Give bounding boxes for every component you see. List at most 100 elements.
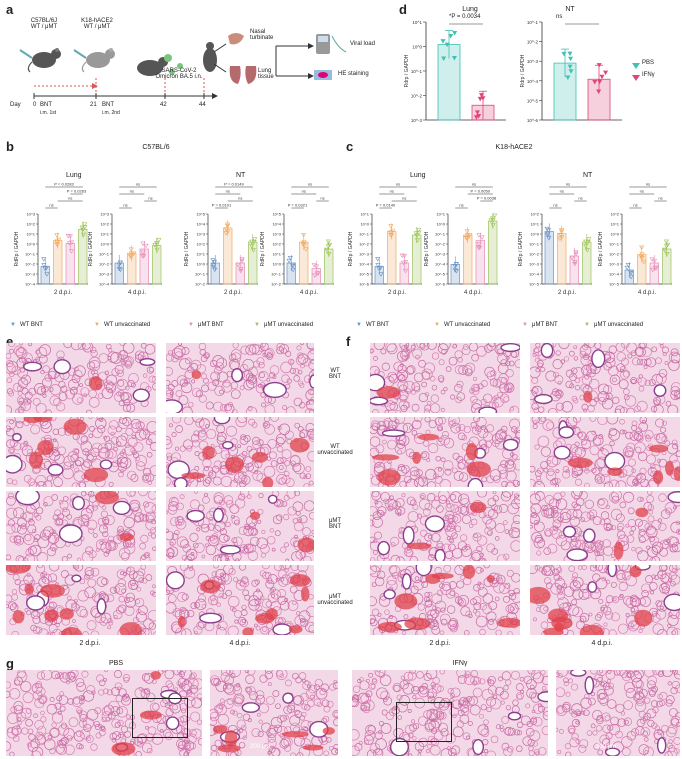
viral-load-label: Viral load (350, 41, 375, 47)
bc-tick-label: 10^2 (196, 242, 205, 247)
bc-point (464, 236, 470, 241)
bc-tick-label: 10^1 (360, 212, 369, 217)
bc-point (557, 233, 563, 238)
bc-tick-label: 10^-2 (99, 262, 110, 267)
lung-icon (229, 66, 257, 84)
bc-point (627, 269, 633, 275)
bc-tick-label: 10^-2 (359, 242, 370, 247)
bc-point (238, 269, 244, 274)
e-x-4dpi: 4 d.p.i. (229, 640, 251, 647)
histology-image (370, 491, 520, 561)
bc-point (545, 231, 551, 237)
he-label: HE staining (338, 71, 369, 77)
bc-tick-label: 10^1 (100, 232, 109, 237)
bc-bar (223, 227, 233, 285)
histology-image (166, 491, 314, 561)
mouse1-label: C57BL/6J WT / μMT (30, 18, 58, 30)
bc-sig-label: ns (123, 203, 127, 208)
bc-point (625, 263, 631, 268)
panel-label-b: b (6, 139, 14, 154)
bc-point (223, 231, 229, 236)
legend-pbs-label: PBS (642, 60, 655, 66)
bc-xlabel: 4 d.p.i. (128, 290, 146, 296)
bc-point (375, 263, 381, 268)
histology-texture (6, 343, 156, 413)
bc-point (638, 255, 644, 260)
histology-image (370, 417, 520, 487)
syringe-icon (73, 49, 87, 59)
d-point (441, 56, 447, 61)
bc-tick-label: 10^5 (272, 212, 281, 217)
mouse-icon (27, 48, 61, 73)
bc-tick-label: 10^-4 (359, 262, 370, 267)
panel-label-f: f (346, 334, 351, 349)
d-point (452, 31, 458, 36)
bc-point (488, 218, 494, 223)
bc-point (154, 242, 160, 247)
legend-wt-unvac-icon: ▼ (94, 322, 100, 328)
d-tick-label: 10^-3 (527, 59, 539, 64)
histology-image (530, 417, 680, 487)
bc-point (663, 239, 669, 245)
b-title: C57BL/6 (142, 144, 170, 151)
bc-sig-label: ns (226, 189, 230, 194)
mouse-icon (81, 48, 115, 73)
nasal-turbinate-icon (228, 33, 244, 45)
row-label-umt-bnt: μMT BNT (328, 518, 342, 530)
bc-point (225, 224, 231, 229)
bc-sig-label: ns (302, 189, 306, 194)
panel-b-charts: 10^3 10^2 10^1 10^0 10^-1 10^-2 10^-3 10^-4 RdRp… (14, 182, 334, 296)
day-42: 42 (160, 102, 167, 108)
d-tick-label: 10^-2 (411, 94, 423, 99)
bc-sig-label: ns (68, 196, 72, 201)
bc-point (546, 236, 552, 241)
bc-point (452, 264, 458, 269)
bc-ylabel: RdRp / GAPDH (424, 231, 430, 266)
bc-tick-label: 10^4 (272, 222, 281, 227)
bc-point (413, 231, 419, 236)
bc-sig-label: ns (130, 189, 134, 194)
histology-image (556, 670, 680, 756)
d-point (477, 96, 483, 102)
d-point (568, 69, 574, 74)
syringe-icon (19, 49, 33, 59)
bc-tick-label: 10^2 (100, 222, 109, 227)
bc-tick-label: 10^-1 (195, 272, 206, 277)
inset-box (132, 698, 188, 738)
bc-ylabel: RdRp / GAPDH (348, 231, 354, 266)
bc-point (559, 228, 565, 233)
histology-texture (530, 343, 680, 413)
bc-tick-label: 10^-6 (435, 282, 446, 287)
bc-point (559, 229, 565, 235)
d-point (448, 33, 454, 39)
bc-point (463, 236, 469, 241)
legend-pbs-icon (632, 63, 640, 69)
bc-point (476, 233, 482, 238)
bc-point (154, 247, 160, 253)
bc-point (572, 260, 578, 265)
bc-sig-label: ns (402, 196, 406, 201)
bc-point (41, 263, 47, 268)
bc-point (639, 245, 645, 251)
d-point (479, 93, 485, 98)
panel-c-charts: 10^1 10^0 10^-1 10^-2 10^-3 10^-4 10^-5 10^-6 Rd… (348, 182, 672, 296)
bc-tick-label: 10^-4 (609, 272, 620, 277)
legend-umt-unvac-icon: ▼ (584, 322, 590, 328)
histology-image (530, 343, 680, 413)
bc-point (314, 264, 320, 269)
bc-tick-label: 10^1 (196, 252, 205, 257)
histology-image (6, 417, 156, 487)
bc-point (238, 267, 244, 272)
d-point (451, 55, 457, 61)
d-ns: ns (556, 14, 563, 20)
bc-tick-label: 10^-2 (435, 242, 446, 247)
d-point (567, 64, 573, 70)
bc-tick-label: 10^-5 (435, 272, 446, 277)
bc-point (464, 229, 470, 234)
histology-image (166, 343, 314, 413)
histology-image (530, 491, 680, 561)
d-point (599, 74, 605, 80)
d-point (597, 79, 603, 85)
d-tick-label: 10^-5 (527, 98, 539, 103)
bc-sig-label: ns (472, 182, 476, 187)
